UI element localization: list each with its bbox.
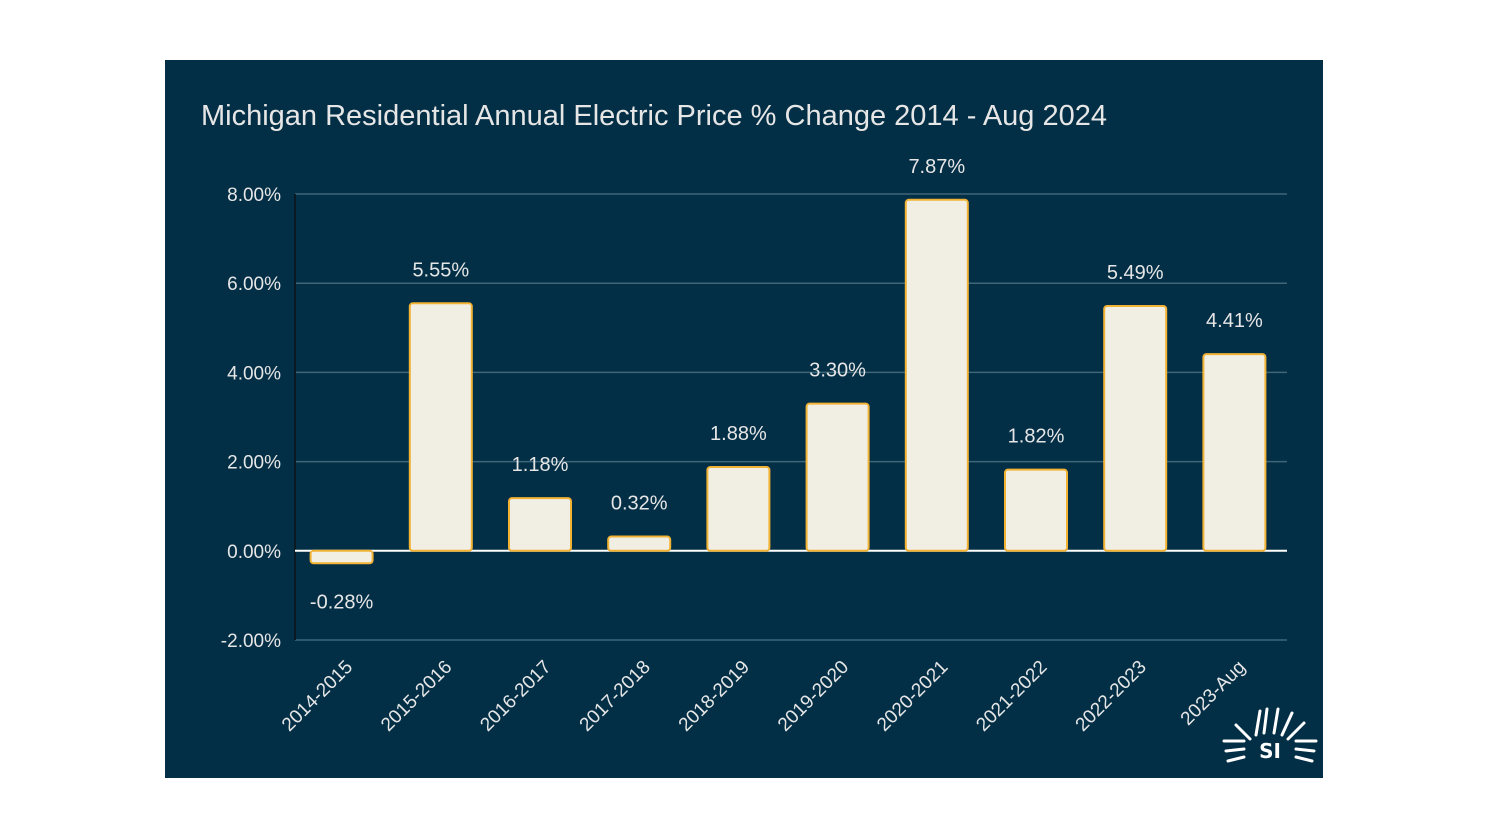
bar-2020-2021 xyxy=(904,198,969,552)
data-label: 1.88% xyxy=(710,423,767,445)
sun-rays-logo-icon: SI xyxy=(1222,707,1318,763)
logo-ray xyxy=(1234,723,1252,741)
data-label: 7.87% xyxy=(908,156,965,178)
logo-ray xyxy=(1254,709,1262,737)
data-label: 4.41% xyxy=(1206,310,1263,332)
x-tick-label: 2016-2017 xyxy=(476,657,555,736)
logo-ray xyxy=(1280,711,1294,737)
bars xyxy=(309,198,1267,565)
x-tick-label: 2021-2022 xyxy=(972,657,1051,736)
data-label: 1.18% xyxy=(512,454,569,476)
bar-2016-2017 xyxy=(508,497,572,552)
x-tick-label: 2014-2015 xyxy=(278,657,357,736)
data-label: 0.32% xyxy=(611,493,668,515)
logo-ray xyxy=(1294,747,1316,753)
bar-2015-2016 xyxy=(408,302,473,552)
x-axis-ticks: 2014-2015 2015-2016 2016-2017 2017-2018 2018… xyxy=(278,657,1250,736)
logo-text: SI xyxy=(1259,739,1281,763)
bar-2019-2020 xyxy=(805,402,870,552)
x-tick-label: 2022-2023 xyxy=(1072,657,1151,736)
chart-title: Michigan Residential Annual Electric Pri… xyxy=(201,100,1107,132)
logo-ray xyxy=(1294,755,1314,763)
y-tick-label: 6.00% xyxy=(227,274,281,295)
bar-2018-2019 xyxy=(706,465,771,552)
logo-ray xyxy=(1226,755,1246,763)
bar-2014-2015 xyxy=(309,549,374,565)
logo-ray xyxy=(1272,707,1280,735)
y-tick-label: 2.00% xyxy=(227,453,281,474)
x-tick-label: 2023-Aug xyxy=(1177,657,1250,730)
data-label: 3.30% xyxy=(809,360,866,382)
x-tick-label: 2017-2018 xyxy=(576,657,655,736)
x-tick-label: 2019-2020 xyxy=(774,657,853,736)
data-labels: -0.28% 5.55% 1.18% 0.32% 1.88% 3.30% 7.87% 1.82… xyxy=(310,156,1263,613)
data-label: 1.82% xyxy=(1008,426,1065,448)
bar-2023-Aug xyxy=(1202,353,1267,552)
x-tick-label: 2018-2019 xyxy=(675,657,754,736)
logo-ray xyxy=(1286,721,1306,741)
y-axis-ticks: -2.00% 0.00% 2.00% 4.00% 6.00% 8.00% xyxy=(221,185,281,652)
data-label: 5.55% xyxy=(412,259,469,281)
y-tick-label: 4.00% xyxy=(227,363,281,384)
logo-ray xyxy=(1262,707,1269,735)
logo-ray xyxy=(1224,747,1246,753)
bar-2022-2023 xyxy=(1103,304,1168,552)
y-tick-label: 0.00% xyxy=(227,542,281,563)
data-label: -0.28% xyxy=(310,591,374,613)
x-tick-label: 2015-2016 xyxy=(377,657,456,736)
x-tick-label: 2020-2021 xyxy=(873,657,952,736)
bar-2017-2018 xyxy=(607,535,672,552)
bar-2021-2022 xyxy=(1004,468,1068,552)
y-tick-label: 8.00% xyxy=(227,185,281,206)
y-tick-label: -2.00% xyxy=(221,631,281,652)
data-label: 5.49% xyxy=(1107,262,1164,284)
